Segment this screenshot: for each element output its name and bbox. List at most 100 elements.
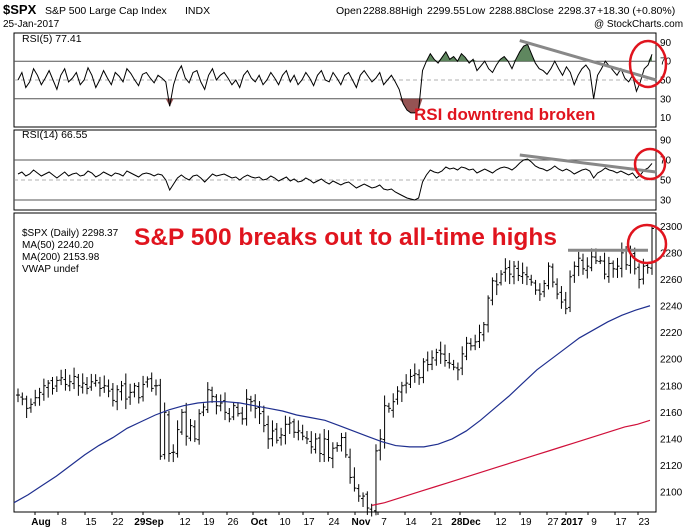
rsi5-tick-30: 30 (660, 94, 672, 105)
price-bar (477, 324, 482, 349)
price-bar (304, 430, 309, 445)
low-label: Low (466, 5, 486, 17)
x-tick-label: 22 (112, 517, 124, 528)
price-bar (201, 403, 206, 417)
price-frame (13, 212, 657, 513)
rsi5-tick-50: 50 (660, 76, 672, 87)
x-tick-label: 27 (547, 517, 559, 528)
price-bar (399, 381, 404, 403)
price-bar (20, 392, 25, 406)
x-tick-label: 8 (61, 517, 67, 528)
price-tick-2160: 2160 (660, 408, 683, 419)
price-bar (54, 376, 59, 392)
price-bar (89, 373, 94, 391)
price-bar (244, 389, 249, 426)
price-bar (632, 247, 637, 275)
price-bar (369, 503, 374, 517)
x-tick-label: Nov (352, 517, 371, 528)
price-bar (326, 430, 331, 462)
x-tick-label: 14 (405, 517, 417, 528)
price-bar (261, 405, 266, 433)
price-bar (555, 278, 560, 300)
price-tick-2100: 2100 (660, 488, 683, 499)
price-bar (490, 277, 495, 306)
price-bar (537, 283, 542, 301)
rsi5-tick-10: 10 (660, 113, 672, 124)
x-tick-label: 12 (495, 517, 507, 528)
price-bar (576, 251, 581, 277)
price-bar (231, 402, 236, 421)
x-tick-label: 28Dec (451, 517, 481, 528)
price-panel: 2100 2120 2140 2160 2180 2200 2220 2240 2260 2280… (13, 212, 683, 517)
price-bar (568, 270, 573, 313)
price-bar (373, 444, 378, 516)
price-bar (227, 408, 232, 423)
price-bar (119, 380, 124, 401)
ma200-line (371, 419, 651, 506)
x-tick-label: 21 (431, 517, 443, 528)
price-bar (438, 341, 443, 364)
price-bar (110, 383, 115, 407)
price-bar (214, 394, 219, 415)
x-tick-label: 19 (520, 517, 532, 528)
price-bar (468, 338, 473, 351)
price-bar (287, 416, 292, 434)
price-bar (520, 262, 525, 284)
price-bar (300, 424, 305, 441)
rsi5-circle (628, 39, 668, 89)
rsi14-tick-30: 30 (660, 196, 672, 207)
price-bar (378, 429, 383, 461)
price-bar (524, 266, 529, 286)
price-bar (63, 369, 68, 391)
price-bar (391, 393, 396, 418)
x-tick-label: 17 (303, 517, 315, 528)
rsi14-tick-90: 90 (660, 136, 672, 147)
rsi14-frame (13, 129, 657, 211)
price-bar (430, 350, 435, 371)
price-bar (494, 273, 499, 296)
x-tick-label: 15 (85, 517, 97, 528)
legend-vwap: VWAP undef (22, 264, 79, 275)
price-bar (615, 257, 620, 278)
price-bar (72, 367, 77, 390)
rsi14-title: RSI(14) 66.55 (22, 129, 88, 141)
price-bar (417, 369, 422, 385)
price-bar (188, 419, 193, 442)
price-bar (339, 432, 344, 452)
price-bar (149, 372, 154, 392)
price-bar (507, 260, 512, 285)
price-bar (102, 375, 107, 393)
price-bar (542, 280, 547, 298)
price-bar (313, 433, 318, 454)
price-tick-2140: 2140 (660, 434, 683, 445)
price-bar (235, 402, 240, 417)
price-bar (559, 286, 564, 309)
legend-spx: $SPX (Daily) 2298.37 (22, 228, 119, 239)
price-bar (442, 344, 447, 367)
price-tick-2300: 2300 (660, 222, 683, 233)
price-bar (386, 402, 391, 413)
price-bar (67, 374, 72, 392)
price-bar (529, 274, 534, 286)
price-bar (123, 373, 128, 410)
price-bar (115, 385, 120, 411)
price-bar (580, 253, 585, 275)
price-bar (93, 374, 98, 387)
price-bar (602, 252, 607, 280)
rsi5-trendline (519, 39, 657, 82)
price-bar (637, 263, 642, 289)
x-tick-label: 7 (381, 517, 387, 528)
price-bar (240, 406, 245, 425)
price-bar (154, 379, 159, 396)
price-bar (447, 352, 452, 369)
price-bar (451, 359, 456, 371)
price-bar (348, 448, 353, 484)
price-bar (322, 429, 327, 462)
price-bar (503, 258, 508, 282)
price-bar (274, 423, 279, 444)
rsi5-tick-90: 90 (660, 38, 672, 49)
x-tick-label: 2017 (561, 517, 584, 528)
price-bar (473, 334, 478, 351)
rsi-annotation: RSI downtrend broken (414, 105, 595, 124)
